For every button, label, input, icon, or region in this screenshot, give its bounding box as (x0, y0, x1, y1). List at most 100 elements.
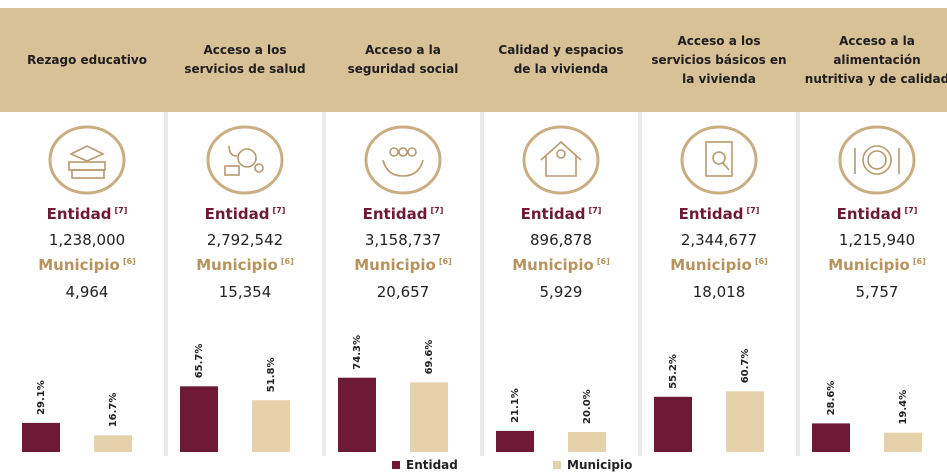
text: Municipio (354, 256, 436, 274)
icon-part (237, 148, 257, 168)
column-separator (480, 112, 484, 456)
icon-part (69, 145, 105, 162)
row-label: Municipio [6] (166, 256, 324, 274)
icon-part (382, 159, 424, 177)
header-band (0, 8, 947, 112)
reference: [7] (588, 206, 602, 215)
icon-part (540, 140, 582, 177)
row-label: Entidad [7] (798, 205, 947, 223)
column-title: Acceso a la alimentación nutritiva y de … (804, 33, 947, 86)
row-label: Municipio [6] (324, 256, 482, 274)
total-value: 20,657 (324, 283, 482, 301)
bar (94, 435, 132, 452)
icon-part (407, 147, 417, 157)
text: Entidad (46, 205, 112, 223)
text: Municipio (196, 256, 278, 274)
value-label: 51.8% (266, 357, 277, 392)
text: 2,344,677 (680, 231, 758, 249)
bar (22, 422, 60, 452)
column-chart: 21.1% 20.0% (496, 125, 606, 452)
total-value: 4,964 (8, 283, 166, 301)
total-value: 15,354 (166, 283, 324, 301)
icon-part (867, 150, 887, 170)
bar (410, 382, 448, 452)
bar (812, 423, 850, 452)
text: 18,018 (692, 283, 746, 301)
icon-part (228, 145, 238, 157)
text: 1,215,940 (838, 231, 916, 249)
icon-part (722, 162, 730, 171)
text: Municipio (828, 256, 910, 274)
column-chart: 65.7% 51.8% (180, 125, 290, 452)
value-label: 60.7% (740, 349, 751, 384)
reference: [6] (280, 257, 294, 266)
column-title: Acceso a los servicios de salud (184, 43, 306, 76)
row-label: Municipio [6] (482, 256, 640, 274)
value-label: 16.7% (108, 393, 119, 428)
text: Municipio (38, 256, 120, 274)
total-value: 2,792,542 (166, 231, 324, 249)
column-separator (164, 112, 168, 456)
row-label: Entidad [7] (8, 205, 166, 223)
text: 4,964 (65, 283, 109, 301)
text: Entidad (836, 205, 902, 223)
value-label: 55.2% (668, 354, 679, 389)
reference: [6] (438, 257, 452, 266)
icon-part (556, 149, 566, 159)
column-chart: 55.2% 60.7% (654, 125, 764, 452)
value-label: 28.6% (826, 381, 837, 416)
text: Entidad (362, 205, 428, 223)
text: 5,929 (539, 283, 583, 301)
total-value: 896,878 (482, 231, 640, 249)
row-label: Municipio [6] (640, 256, 798, 274)
bar (654, 396, 692, 452)
bar (726, 391, 764, 452)
reference: [7] (746, 206, 760, 215)
total-value: 1,238,000 (8, 231, 166, 249)
icon-part (854, 148, 900, 174)
bar (180, 386, 218, 452)
value-label: 69.6% (424, 340, 435, 375)
column-separator (796, 112, 800, 456)
row-label: Entidad [7] (166, 205, 324, 223)
column-separator (322, 112, 326, 456)
total-value: 5,757 (798, 283, 947, 301)
legend-swatch (553, 461, 561, 469)
icon-ring (522, 125, 600, 195)
text: 896,878 (529, 231, 593, 249)
icon-part (862, 145, 892, 175)
column-chart: 29.1% 16.7% (22, 125, 132, 452)
icon-part (705, 141, 733, 177)
value-label: 29.1% (36, 380, 47, 415)
row-label: Entidad [7] (324, 205, 482, 223)
text: 20,657 (376, 283, 430, 301)
column-separator (638, 112, 642, 456)
reference: [6] (912, 257, 926, 266)
text: 2,792,542 (206, 231, 284, 249)
value-label: 65.7% (194, 344, 205, 379)
column-chart: 74.3% 69.6% (338, 125, 448, 452)
reference: [7] (114, 206, 128, 215)
reference: [7] (430, 206, 444, 215)
text: 3,158,737 (364, 231, 442, 249)
text: 15,354 (218, 283, 272, 301)
icon-part (68, 161, 106, 171)
legend-label: Entidad (406, 458, 458, 472)
icon-ring (206, 125, 284, 195)
icon-part (71, 169, 105, 179)
reference: [7] (272, 206, 286, 215)
legend-item: Entidad (392, 458, 458, 472)
icon-ring (838, 125, 916, 195)
value-label: 74.3% (352, 335, 363, 370)
legend-swatch (392, 461, 400, 469)
icon-part (398, 147, 408, 157)
reference: [7] (904, 206, 918, 215)
column-title: Acceso a los servicios básicos en la viv… (651, 33, 787, 86)
bar (496, 430, 534, 452)
value-label: 21.1% (510, 388, 521, 423)
text: 1,238,000 (48, 231, 126, 249)
icon-part (712, 151, 726, 165)
text: Entidad (204, 205, 270, 223)
total-value: 3,158,737 (324, 231, 482, 249)
